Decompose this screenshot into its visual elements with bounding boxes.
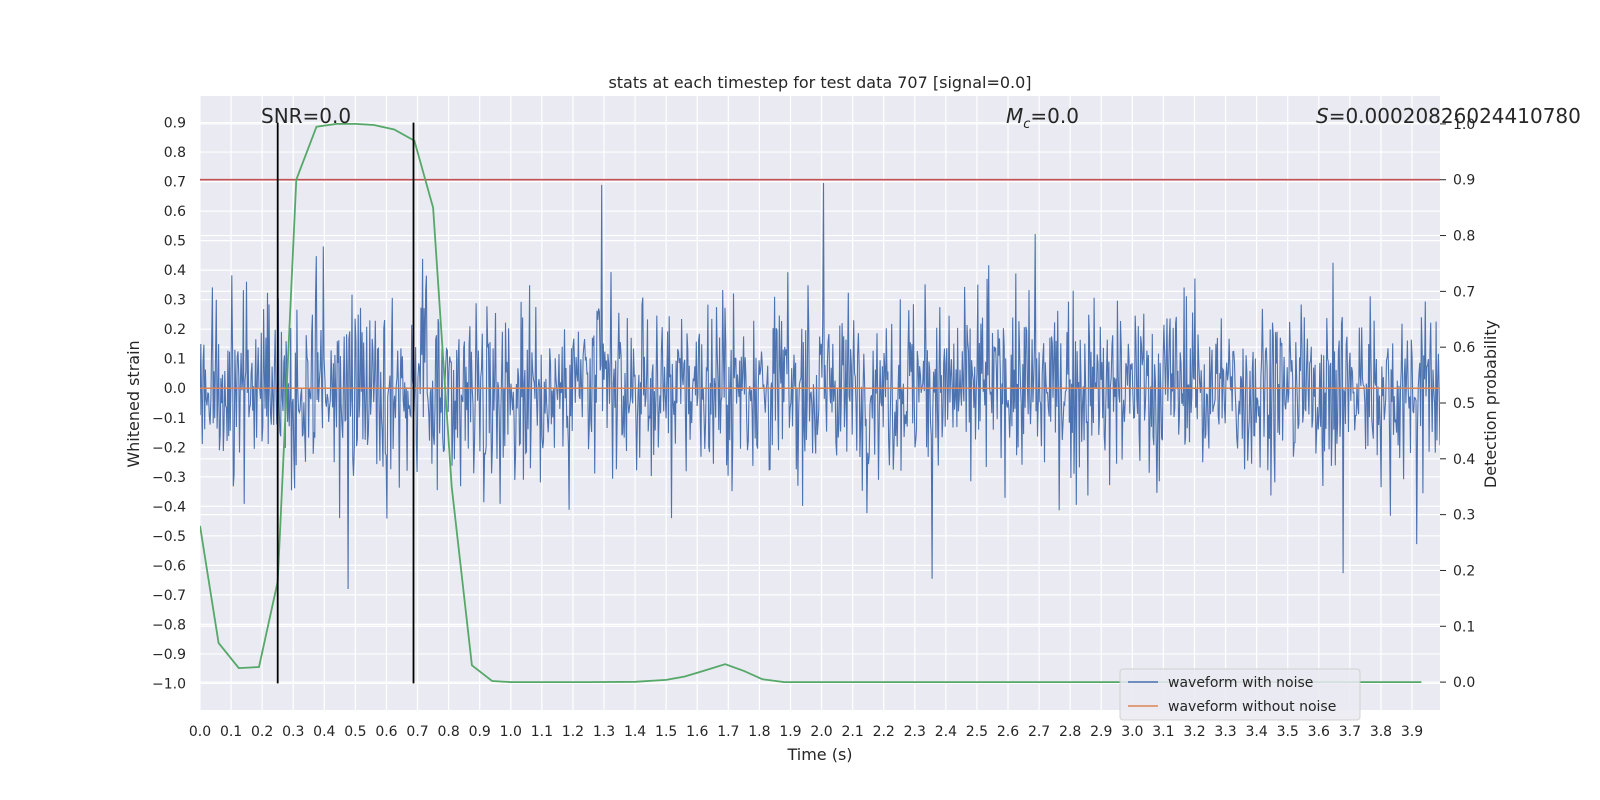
x-tick-label: 1.5: [655, 724, 677, 740]
x-tick-label: 2.6: [997, 724, 1019, 740]
y2-tick-label: 0.0: [1453, 675, 1475, 691]
x-tick-label: 0.8: [437, 724, 459, 740]
y2-tick-label: 0.8: [1453, 229, 1475, 245]
plot-area: [200, 122, 1440, 684]
x-tick-label: 2.2: [873, 724, 895, 740]
y2-tick-label: 1.0: [1453, 117, 1475, 133]
y-tick-label: 0.7: [164, 175, 186, 191]
y-tick-label: −0.1: [152, 411, 186, 427]
y-tick-labels: 0.9 0.8 0.7 0.6 0.5 0.4 0.3 0.2 0.1 0.0 −0.1 −0.2 −0…: [152, 116, 186, 693]
y2-axis-label: Detection probability: [1481, 320, 1500, 488]
x-axis-label: Time (s): [786, 745, 852, 764]
y-axis-label: Whitened strain: [124, 340, 143, 467]
y-tick-label: 0.0: [164, 381, 186, 397]
s-symbol: S: [1316, 104, 1329, 128]
x-tick-label: 0.9: [469, 724, 491, 740]
y2-tick-label: 0.9: [1453, 173, 1475, 189]
y-tick-label: −1.0: [152, 676, 186, 692]
x-tick-label: 0.5: [344, 724, 366, 740]
noisy-waveform-line: [200, 182, 1440, 590]
x-tick-label: 2.5: [966, 724, 988, 740]
y2-tick-label: 0.2: [1453, 563, 1475, 579]
x-tick-label: 2.3: [904, 724, 926, 740]
mc-symbol: M: [1006, 104, 1023, 128]
y-tick-label: −0.9: [152, 647, 186, 663]
x-tick-label: 3.3: [1214, 724, 1236, 740]
y2-tick-label: 0.4: [1453, 452, 1475, 468]
x-tick-label: 1.4: [624, 724, 646, 740]
x-tick-label: 3.1: [1152, 724, 1174, 740]
x-tick-label: 2.0: [810, 724, 832, 740]
y-tick-label: 0.4: [164, 263, 186, 279]
noisy-waveform-series: [200, 182, 1440, 590]
x-tick-label: 2.1: [841, 724, 863, 740]
legend: waveform with noise waveform without noi…: [1119, 668, 1361, 721]
detection-probability-line: [200, 123, 1422, 683]
s-annotation: S=0.00020826024410780: [1316, 104, 1581, 128]
s-value: =0.00020826024410780: [1329, 104, 1581, 128]
y-tick-label: 0.3: [164, 293, 186, 309]
x-tick-label: 3.7: [1339, 724, 1361, 740]
y-tick-label: 0.5: [164, 234, 186, 250]
y-tick-label: −0.5: [152, 529, 186, 545]
snr-annotation: SNR=0.0: [261, 104, 351, 128]
y-tick-label: −0.8: [152, 617, 186, 633]
x-tick-label: 0.6: [375, 724, 397, 740]
y-tick-label: 0.8: [164, 145, 186, 161]
y-tick-label: −0.6: [152, 558, 186, 574]
x-tick-labels: 0.0 0.1 0.2 0.3 0.4 0.5 0.6 0.7 0.8 0.9 1.0 1.1 1.2 1…: [189, 724, 1423, 740]
y2-tick-labels: 1.0 0.9 0.8 0.7 0.6 0.5 0.4 0.3 0.2 0.1 0.0: [1440, 117, 1475, 691]
x-tick-label: 0.2: [251, 724, 273, 740]
y-tick-label: −0.4: [152, 499, 186, 515]
y-tick-label: −0.2: [152, 440, 186, 456]
legend-label-clean: waveform without noise: [1168, 699, 1336, 715]
x-tick-label: 1.6: [686, 724, 708, 740]
x-tick-label: 2.9: [1090, 724, 1112, 740]
y2-tick-label: 0.6: [1453, 340, 1475, 356]
chart-title: stats at each timestep for test data 707…: [608, 73, 1031, 92]
mc-value: =0.0: [1030, 104, 1079, 128]
x-tick-label: 0.7: [406, 724, 428, 740]
legend-box: [1119, 668, 1361, 721]
x-tick-label: 3.8: [1370, 724, 1392, 740]
x-tick-label: 0.3: [282, 724, 304, 740]
y-tick-label: 0.9: [164, 116, 186, 132]
detection-probability-series: [200, 123, 1422, 683]
x-tick-label: 2.8: [1059, 724, 1081, 740]
legend-label-noisy: waveform with noise: [1168, 675, 1313, 691]
x-tick-label: 1.3: [593, 724, 615, 740]
vertical-markers: [276, 122, 415, 684]
y2-tick-label: 0.3: [1453, 508, 1475, 524]
x-tick-label: 1.1: [531, 724, 553, 740]
x-tick-label: 3.6: [1308, 724, 1330, 740]
y2-tick-label: 0.1: [1453, 619, 1475, 635]
y2-tick-label: 0.5: [1453, 396, 1475, 412]
chirp-mass-annotation: Mc=0.0: [1006, 104, 1079, 132]
x-tick-label: 3.4: [1246, 724, 1268, 740]
x-tick-label: 3.5: [1277, 724, 1299, 740]
x-tick-label: 1.7: [717, 724, 739, 740]
x-tick-label: 2.4: [935, 724, 957, 740]
x-tick-label: 0.1: [220, 724, 242, 740]
x-tick-label: 1.9: [779, 724, 801, 740]
x-tick-label: 1.2: [562, 724, 584, 740]
y-tick-label: −0.3: [152, 470, 186, 486]
y-tick-label: −0.7: [152, 588, 186, 604]
x-tick-label: 3.0: [1121, 724, 1143, 740]
y-tick-label: 0.2: [164, 322, 186, 338]
y-tick-label: 0.6: [164, 204, 186, 220]
x-tick-label: 2.7: [1028, 724, 1050, 740]
y-tick-label: 0.1: [164, 352, 186, 368]
x-tick-label: 3.2: [1183, 724, 1205, 740]
y2-tick-label: 0.7: [1453, 284, 1475, 300]
x-tick-label: 1.8: [748, 724, 770, 740]
x-tick-label: 0.4: [313, 724, 335, 740]
x-tick-label: 3.9: [1401, 724, 1423, 740]
x-tick-label: 1.0: [500, 724, 522, 740]
x-tick-label: 0.0: [189, 724, 211, 740]
mc-subscript: c: [1023, 117, 1030, 132]
